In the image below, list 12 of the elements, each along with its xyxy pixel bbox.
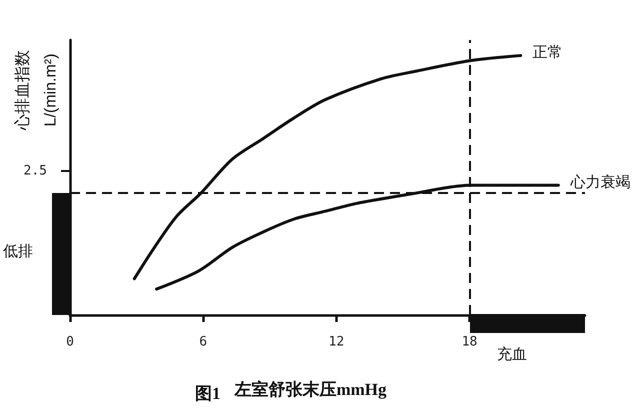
- x-tick-label: 12: [328, 334, 344, 350]
- text: 图1: [195, 384, 220, 403]
- text: 2.5: [24, 164, 47, 178]
- series-label: 正常: [532, 44, 563, 62]
- x-tick-label: 0: [66, 334, 74, 350]
- x-tick-label: 6: [199, 334, 208, 350]
- y-axis-title: 心排血指数 L/(min.m²): [14, 50, 60, 131]
- text: 低排: [3, 243, 33, 261]
- x-tick-label: 18: [462, 334, 478, 350]
- text: 充血: [497, 346, 527, 364]
- series-label: 心力衰竭: [569, 174, 630, 191]
- x-axis-title: 左室舒张末压mmHg: [233, 380, 388, 399]
